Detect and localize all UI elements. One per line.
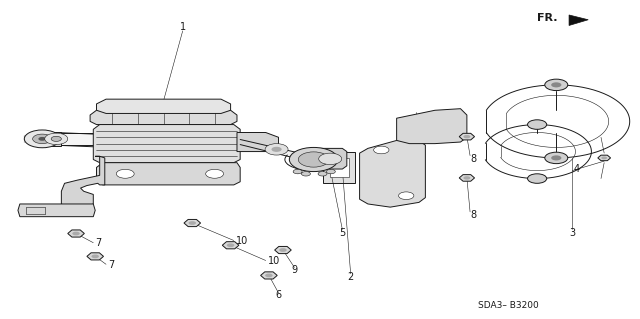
Circle shape bbox=[527, 174, 547, 183]
Circle shape bbox=[293, 169, 302, 174]
Polygon shape bbox=[18, 204, 95, 217]
Polygon shape bbox=[87, 253, 104, 260]
Text: 2: 2 bbox=[348, 272, 354, 282]
Polygon shape bbox=[460, 174, 474, 181]
Circle shape bbox=[551, 82, 561, 87]
Text: 10: 10 bbox=[268, 256, 280, 266]
Text: 7: 7 bbox=[108, 260, 114, 270]
Circle shape bbox=[463, 135, 470, 138]
Circle shape bbox=[38, 137, 46, 141]
Polygon shape bbox=[569, 15, 588, 26]
Circle shape bbox=[289, 147, 338, 172]
Text: 3: 3 bbox=[569, 227, 575, 238]
Circle shape bbox=[326, 169, 335, 174]
Circle shape bbox=[45, 133, 68, 145]
Text: 8: 8 bbox=[470, 154, 476, 164]
Text: 1: 1 bbox=[180, 22, 186, 32]
Circle shape bbox=[116, 169, 134, 178]
Polygon shape bbox=[360, 140, 426, 207]
Polygon shape bbox=[598, 155, 611, 161]
Circle shape bbox=[205, 169, 223, 178]
Polygon shape bbox=[323, 152, 355, 183]
Circle shape bbox=[33, 134, 52, 144]
Polygon shape bbox=[184, 219, 200, 226]
Circle shape bbox=[265, 144, 288, 155]
Text: 4: 4 bbox=[573, 164, 580, 174]
Polygon shape bbox=[68, 230, 84, 237]
Text: 5: 5 bbox=[339, 227, 346, 238]
Circle shape bbox=[72, 232, 80, 235]
Circle shape bbox=[319, 153, 342, 165]
Polygon shape bbox=[222, 242, 239, 249]
Text: 9: 9 bbox=[291, 265, 298, 275]
Circle shape bbox=[92, 255, 99, 258]
Circle shape bbox=[527, 120, 547, 129]
Circle shape bbox=[399, 192, 414, 199]
Polygon shape bbox=[97, 163, 240, 185]
Polygon shape bbox=[237, 132, 278, 152]
Polygon shape bbox=[260, 272, 277, 279]
Polygon shape bbox=[90, 110, 237, 124]
Polygon shape bbox=[330, 158, 349, 177]
Circle shape bbox=[265, 274, 273, 277]
Circle shape bbox=[545, 79, 568, 91]
Circle shape bbox=[374, 146, 389, 154]
Circle shape bbox=[271, 147, 282, 152]
Text: 6: 6 bbox=[275, 290, 282, 300]
Polygon shape bbox=[97, 99, 230, 114]
Circle shape bbox=[279, 248, 287, 252]
Circle shape bbox=[24, 130, 60, 148]
Polygon shape bbox=[93, 124, 240, 163]
Text: 8: 8 bbox=[470, 210, 476, 220]
Circle shape bbox=[298, 152, 329, 167]
Circle shape bbox=[545, 152, 568, 164]
Circle shape bbox=[51, 136, 61, 141]
Polygon shape bbox=[314, 148, 347, 169]
Text: FR.: FR. bbox=[537, 13, 557, 23]
Circle shape bbox=[463, 176, 470, 180]
Circle shape bbox=[551, 155, 561, 160]
Polygon shape bbox=[460, 133, 474, 140]
Polygon shape bbox=[55, 132, 211, 152]
Polygon shape bbox=[275, 247, 291, 254]
Circle shape bbox=[189, 221, 196, 225]
Text: SDA3– B3200: SDA3– B3200 bbox=[478, 301, 539, 310]
Polygon shape bbox=[240, 139, 314, 163]
Polygon shape bbox=[61, 156, 105, 209]
Polygon shape bbox=[397, 109, 467, 144]
Circle shape bbox=[227, 243, 234, 247]
Circle shape bbox=[301, 172, 310, 176]
Polygon shape bbox=[51, 131, 61, 146]
Text: 10: 10 bbox=[236, 236, 248, 247]
Circle shape bbox=[318, 172, 327, 176]
Circle shape bbox=[602, 157, 607, 160]
Text: 7: 7 bbox=[95, 238, 102, 248]
